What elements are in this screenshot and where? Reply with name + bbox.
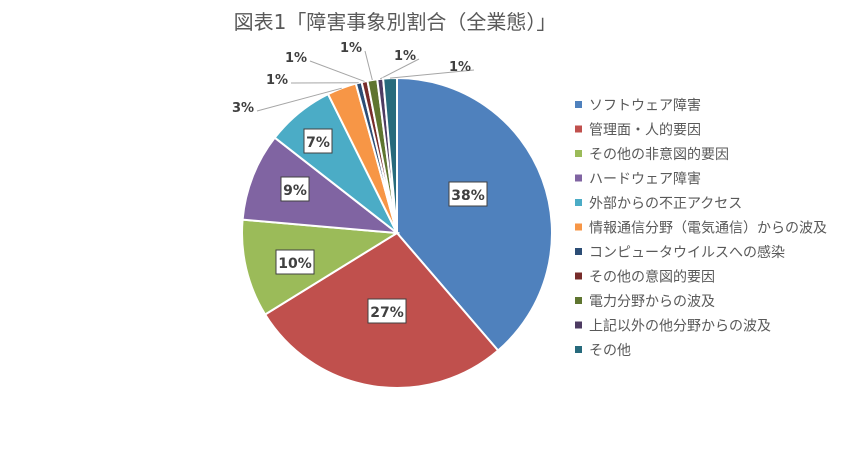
legend-item-label: その他 bbox=[589, 343, 631, 359]
data-label: 1% bbox=[340, 41, 362, 56]
data-label: 7% bbox=[306, 135, 330, 151]
legend-item-label: 外部からの不正アクセス bbox=[589, 196, 742, 212]
pie-slice bbox=[396, 76, 553, 352]
leader-line bbox=[379, 58, 420, 80]
chart-title: 図表1「障害事象別割合（全業態）」 bbox=[233, 10, 557, 34]
legend-item-label: その他の意図的要因 bbox=[589, 269, 715, 286]
leader-line bbox=[309, 60, 365, 82]
legend-marker bbox=[575, 346, 582, 353]
data-label: 38% bbox=[451, 188, 485, 204]
leader-line bbox=[256, 87, 342, 112]
data-label-box bbox=[275, 249, 315, 275]
legend-marker bbox=[575, 297, 582, 304]
legend-marker bbox=[575, 223, 582, 231]
data-label: 10% bbox=[278, 256, 312, 272]
legend-marker bbox=[575, 248, 582, 255]
legend-marker bbox=[575, 199, 582, 206]
data-label: 1% bbox=[285, 51, 307, 66]
legend-item-label: ソフトウェア障害 bbox=[589, 98, 701, 114]
data-label: 1% bbox=[449, 60, 471, 75]
data-label-box bbox=[367, 298, 407, 324]
legend-marker bbox=[575, 321, 582, 329]
data-label-box bbox=[303, 128, 333, 154]
leader-line bbox=[364, 50, 373, 81]
leader-line bbox=[390, 69, 475, 79]
pie-slice bbox=[241, 136, 401, 235]
data-label: 1% bbox=[266, 73, 288, 88]
data-label: 27% bbox=[370, 305, 404, 321]
legend-item-label: ハードウェア障害 bbox=[589, 172, 701, 188]
legend-item-label: コンピュータウイルスへの感染 bbox=[589, 244, 785, 261]
data-label-box bbox=[448, 181, 488, 207]
data-label-box bbox=[280, 176, 310, 202]
legend-marker bbox=[575, 174, 582, 182]
legend-item-label: 電力分野からの波及 bbox=[589, 294, 715, 310]
legend-marker bbox=[575, 150, 582, 157]
pie-slice bbox=[241, 218, 401, 316]
legend-item-label: その他の非意図的要因 bbox=[589, 146, 729, 163]
legend-marker bbox=[575, 101, 582, 108]
legend-item-label: 管理面・人的要因 bbox=[589, 123, 701, 139]
data-label: 3% bbox=[232, 101, 254, 116]
legend-marker bbox=[575, 125, 582, 133]
legend-item-label: 情報通信分野（電気通信）からの波及 bbox=[589, 221, 827, 237]
legend-item-label: 上記以外の他分野からの波及 bbox=[589, 318, 771, 335]
data-label: 1% bbox=[394, 49, 416, 64]
pie-slice bbox=[382, 76, 398, 234]
data-label: 9% bbox=[283, 183, 307, 199]
legend-marker bbox=[575, 272, 582, 280]
